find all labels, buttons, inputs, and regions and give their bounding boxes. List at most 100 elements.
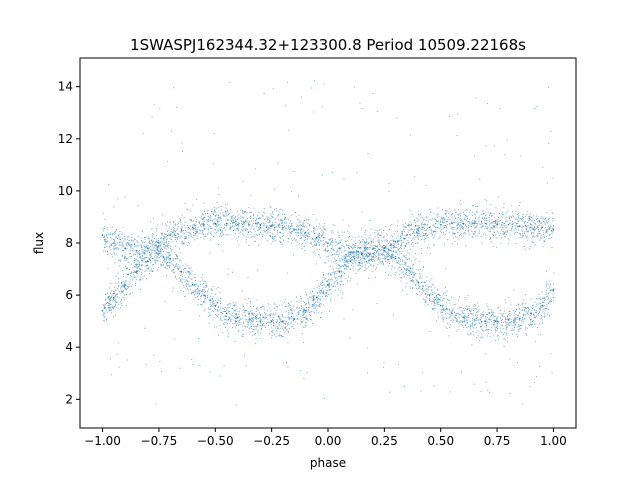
scatter-dot	[279, 319, 281, 321]
scatter-dot	[212, 235, 214, 237]
scatter-dot	[438, 294, 440, 295]
scatter-dot	[547, 229, 548, 231]
scatter-dot	[322, 280, 324, 281]
scatter-dot	[110, 303, 112, 305]
scatter-dot	[400, 235, 402, 237]
scatter-dot	[349, 248, 350, 250]
scatter-dot	[262, 215, 264, 216]
scatter-dot	[286, 329, 288, 331]
scatter-dot	[192, 237, 194, 239]
scatter-dot	[471, 205, 473, 207]
scatter-dot	[455, 217, 457, 219]
scatter-dot	[539, 297, 541, 299]
scatter-dot	[292, 239, 294, 241]
scatter-dot	[444, 225, 446, 227]
scatter-dot	[514, 227, 516, 229]
scatter-dot	[303, 314, 305, 316]
scatter-dot	[302, 226, 304, 228]
scatter-dot	[347, 260, 349, 262]
scatter-dot	[238, 218, 240, 220]
scatter-dot	[229, 225, 231, 227]
scatter-dot	[242, 221, 244, 223]
scatter-dot	[417, 225, 419, 227]
scatter-dot	[505, 227, 507, 229]
scatter-dot	[217, 222, 219, 224]
scatter-dot	[195, 231, 197, 233]
scatter-dot	[522, 216, 524, 218]
scatter-dot	[360, 267, 362, 269]
scatter-dot	[482, 337, 484, 339]
scatter-dot	[232, 229, 234, 231]
scatter-dot	[292, 323, 294, 325]
scatter-dot	[207, 295, 209, 297]
scatter-dot	[135, 258, 137, 260]
scatter-dot	[357, 252, 359, 254]
scatter-dot	[144, 250, 146, 251]
scatter-dot	[249, 312, 250, 314]
scatter-dot	[208, 315, 210, 317]
scatter-dot	[492, 227, 494, 229]
data-point	[225, 312, 228, 315]
scatter-dot	[152, 264, 154, 266]
scatter-dot	[248, 244, 250, 246]
scatter-dot	[531, 225, 533, 226]
scatter-dot	[338, 243, 340, 245]
scatter-dot	[173, 259, 175, 261]
scatter-dot	[501, 217, 503, 219]
scatter-dot	[215, 229, 216, 231]
scatter-dot	[164, 257, 165, 259]
scatter-dot	[367, 243, 369, 244]
scatter-dot	[538, 229, 540, 231]
scatter-dot	[476, 235, 478, 237]
scatter-dot	[152, 241, 154, 243]
scatter-dot	[199, 292, 201, 294]
scatter-dot	[188, 227, 190, 229]
scatter-dot	[548, 297, 550, 299]
scatter-dot	[207, 229, 209, 231]
scatter-dot	[237, 228, 239, 230]
scatter-dot	[276, 320, 278, 322]
scatter-dot	[516, 232, 518, 233]
scatter-dot	[401, 232, 403, 234]
scatter-dot	[186, 265, 188, 267]
scatter-dot	[207, 220, 209, 222]
scatter-dot	[376, 251, 377, 253]
scatter-dot	[119, 291, 121, 293]
scatter-dot	[391, 224, 393, 226]
scatter-dot	[405, 237, 407, 239]
scatter-dot	[200, 295, 202, 297]
scatter-dot	[369, 253, 371, 254]
scatter-dot	[107, 229, 108, 231]
scatter-dot	[222, 212, 224, 214]
scatter-dot	[334, 289, 336, 291]
scatter-dot	[477, 319, 479, 321]
scatter-dot	[259, 337, 261, 339]
scatter-dot	[121, 250, 123, 252]
scatter-dot	[545, 285, 547, 287]
scatter-dot	[303, 222, 305, 224]
scatter-dot	[508, 297, 510, 298]
scatter-dot	[302, 317, 304, 318]
scatter-dot	[231, 216, 233, 218]
scatter-dot	[383, 236, 385, 238]
scatter-dot	[410, 248, 412, 250]
scatter-dot	[538, 315, 540, 317]
scatter-dot	[181, 240, 183, 242]
scatter-dot	[348, 260, 350, 262]
scatter-dot	[465, 226, 467, 228]
scatter-dot	[117, 242, 119, 244]
scatter-dot	[415, 278, 417, 280]
scatter-dot	[213, 206, 215, 208]
scatter-dot	[543, 241, 545, 243]
scatter-dot	[517, 314, 519, 316]
scatter-dot	[120, 288, 122, 290]
scatter-dot	[417, 218, 419, 220]
scatter-dot	[134, 254, 136, 256]
scatter-dot	[433, 309, 435, 311]
scatter-dot	[287, 240, 289, 242]
scatter-dot	[275, 327, 277, 329]
scatter-dot	[470, 311, 472, 313]
scatter-dot	[247, 311, 249, 313]
scatter-dot	[363, 256, 365, 258]
scatter-dot	[518, 220, 520, 222]
